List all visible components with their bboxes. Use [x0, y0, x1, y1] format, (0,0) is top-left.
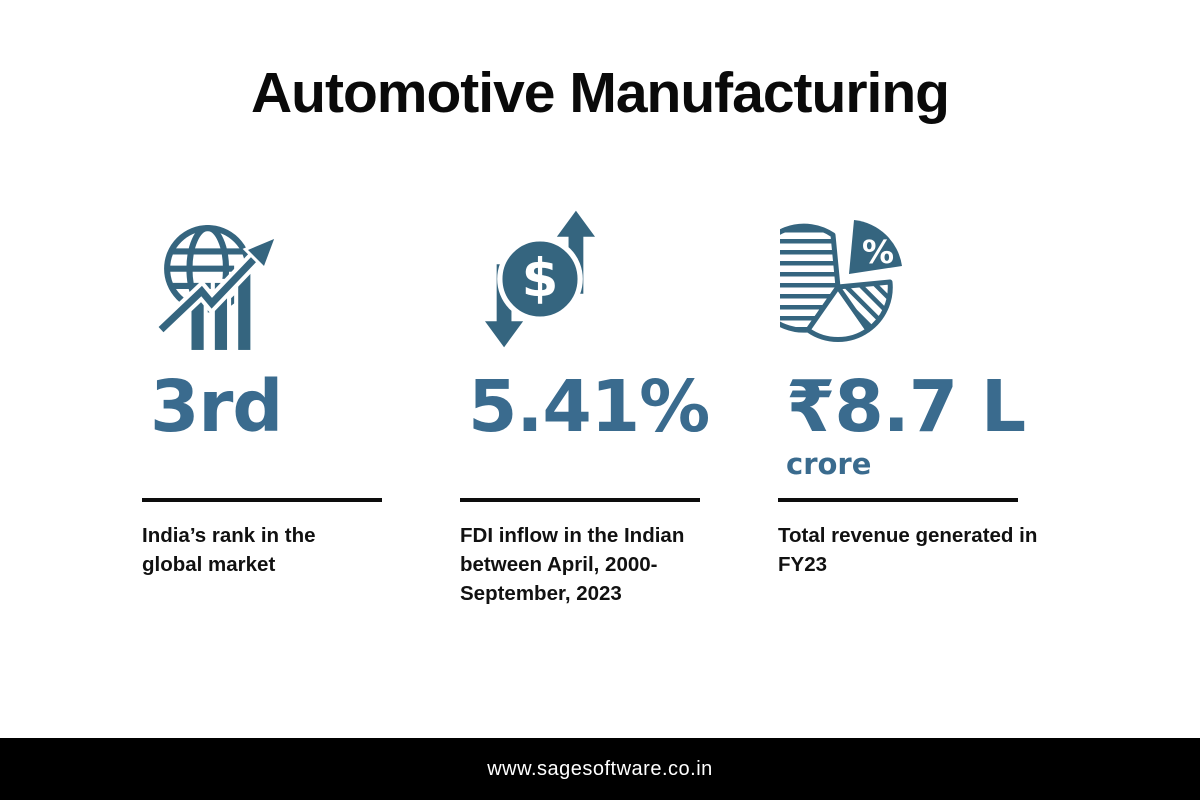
- divider-line: [142, 498, 382, 502]
- divider-line: [460, 498, 700, 502]
- stat-description: FDI inflow in the Indian between April, …: [460, 524, 685, 606]
- stat-unit: [460, 448, 760, 498]
- globe-growth-icon: [142, 198, 442, 370]
- stat-card-global-rank: 3rd India’s rank in the global market: [142, 198, 442, 579]
- dollar-glyph: $: [522, 248, 559, 309]
- stat-value-rank: 3rd: [150, 365, 283, 448]
- stat-description: Total revenue generated in FY23: [778, 524, 1038, 577]
- page-title: Automotive Manufacturing: [251, 61, 950, 125]
- stat-value-revenue: ₹8.7 L: [786, 365, 1026, 448]
- stat-value-fdi: 5.41%: [468, 365, 710, 448]
- pie-chart-percent-icon: %: [778, 198, 1078, 370]
- footer-bar: www.sagesoftware.co.in: [0, 738, 1200, 800]
- stat-card-fdi-inflow: $ 5.41% FDI inflow in the Indian between…: [460, 198, 760, 608]
- stat-unit: [142, 448, 442, 498]
- stat-description: India’s rank in the global market: [142, 524, 316, 577]
- stat-card-revenue: % ₹8.7 L crore Total revenue generated i…: [778, 198, 1078, 579]
- footer-url: www.sagesoftware.co.in: [487, 757, 713, 780]
- percent-glyph: %: [862, 233, 894, 271]
- stat-unit-crore: crore: [786, 447, 872, 481]
- money-transfer-icon: $: [460, 198, 760, 370]
- divider-line: [778, 498, 1018, 502]
